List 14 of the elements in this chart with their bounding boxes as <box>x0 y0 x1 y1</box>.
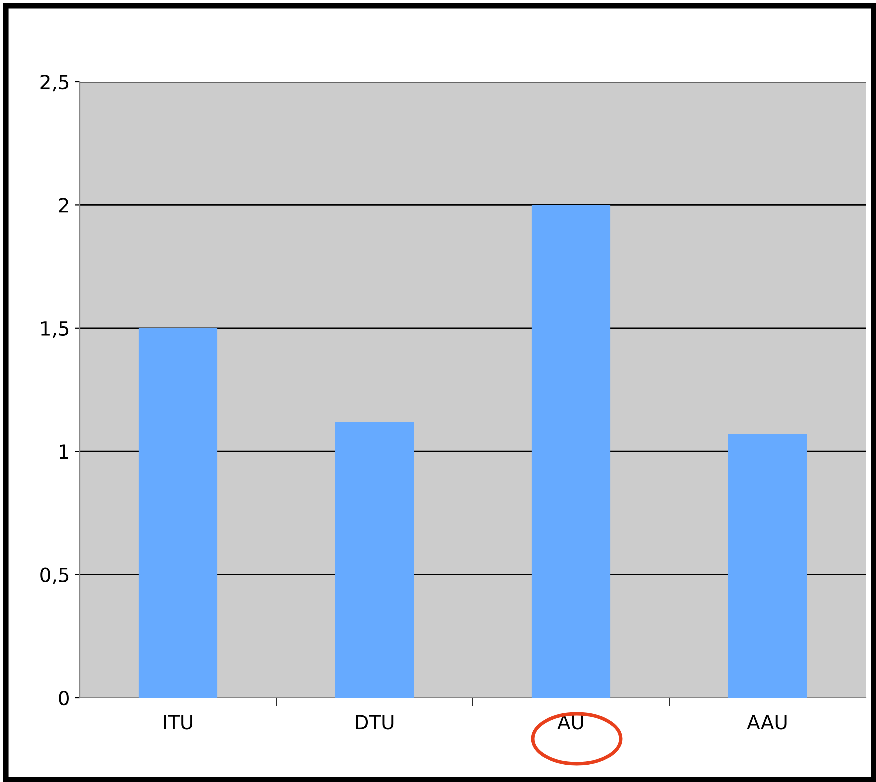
y-tick-label: 0,5 <box>40 568 69 584</box>
bar <box>138 328 218 698</box>
y-tick-label: 2,5 <box>40 74 69 92</box>
x-tick-label: ITU <box>164 715 192 730</box>
x-tick-label: DTU <box>356 715 394 730</box>
x-tick-label: AU <box>558 715 584 730</box>
bar <box>532 205 611 698</box>
y-tick-label: 1 <box>60 444 68 459</box>
y-tick-label: 0 <box>59 690 69 706</box>
y-tick-label: 2 <box>59 198 68 213</box>
x-tick-label: AAU <box>747 715 787 730</box>
bar <box>335 422 414 698</box>
bar <box>728 434 808 698</box>
y-tick-label: 1,5 <box>41 322 69 338</box>
